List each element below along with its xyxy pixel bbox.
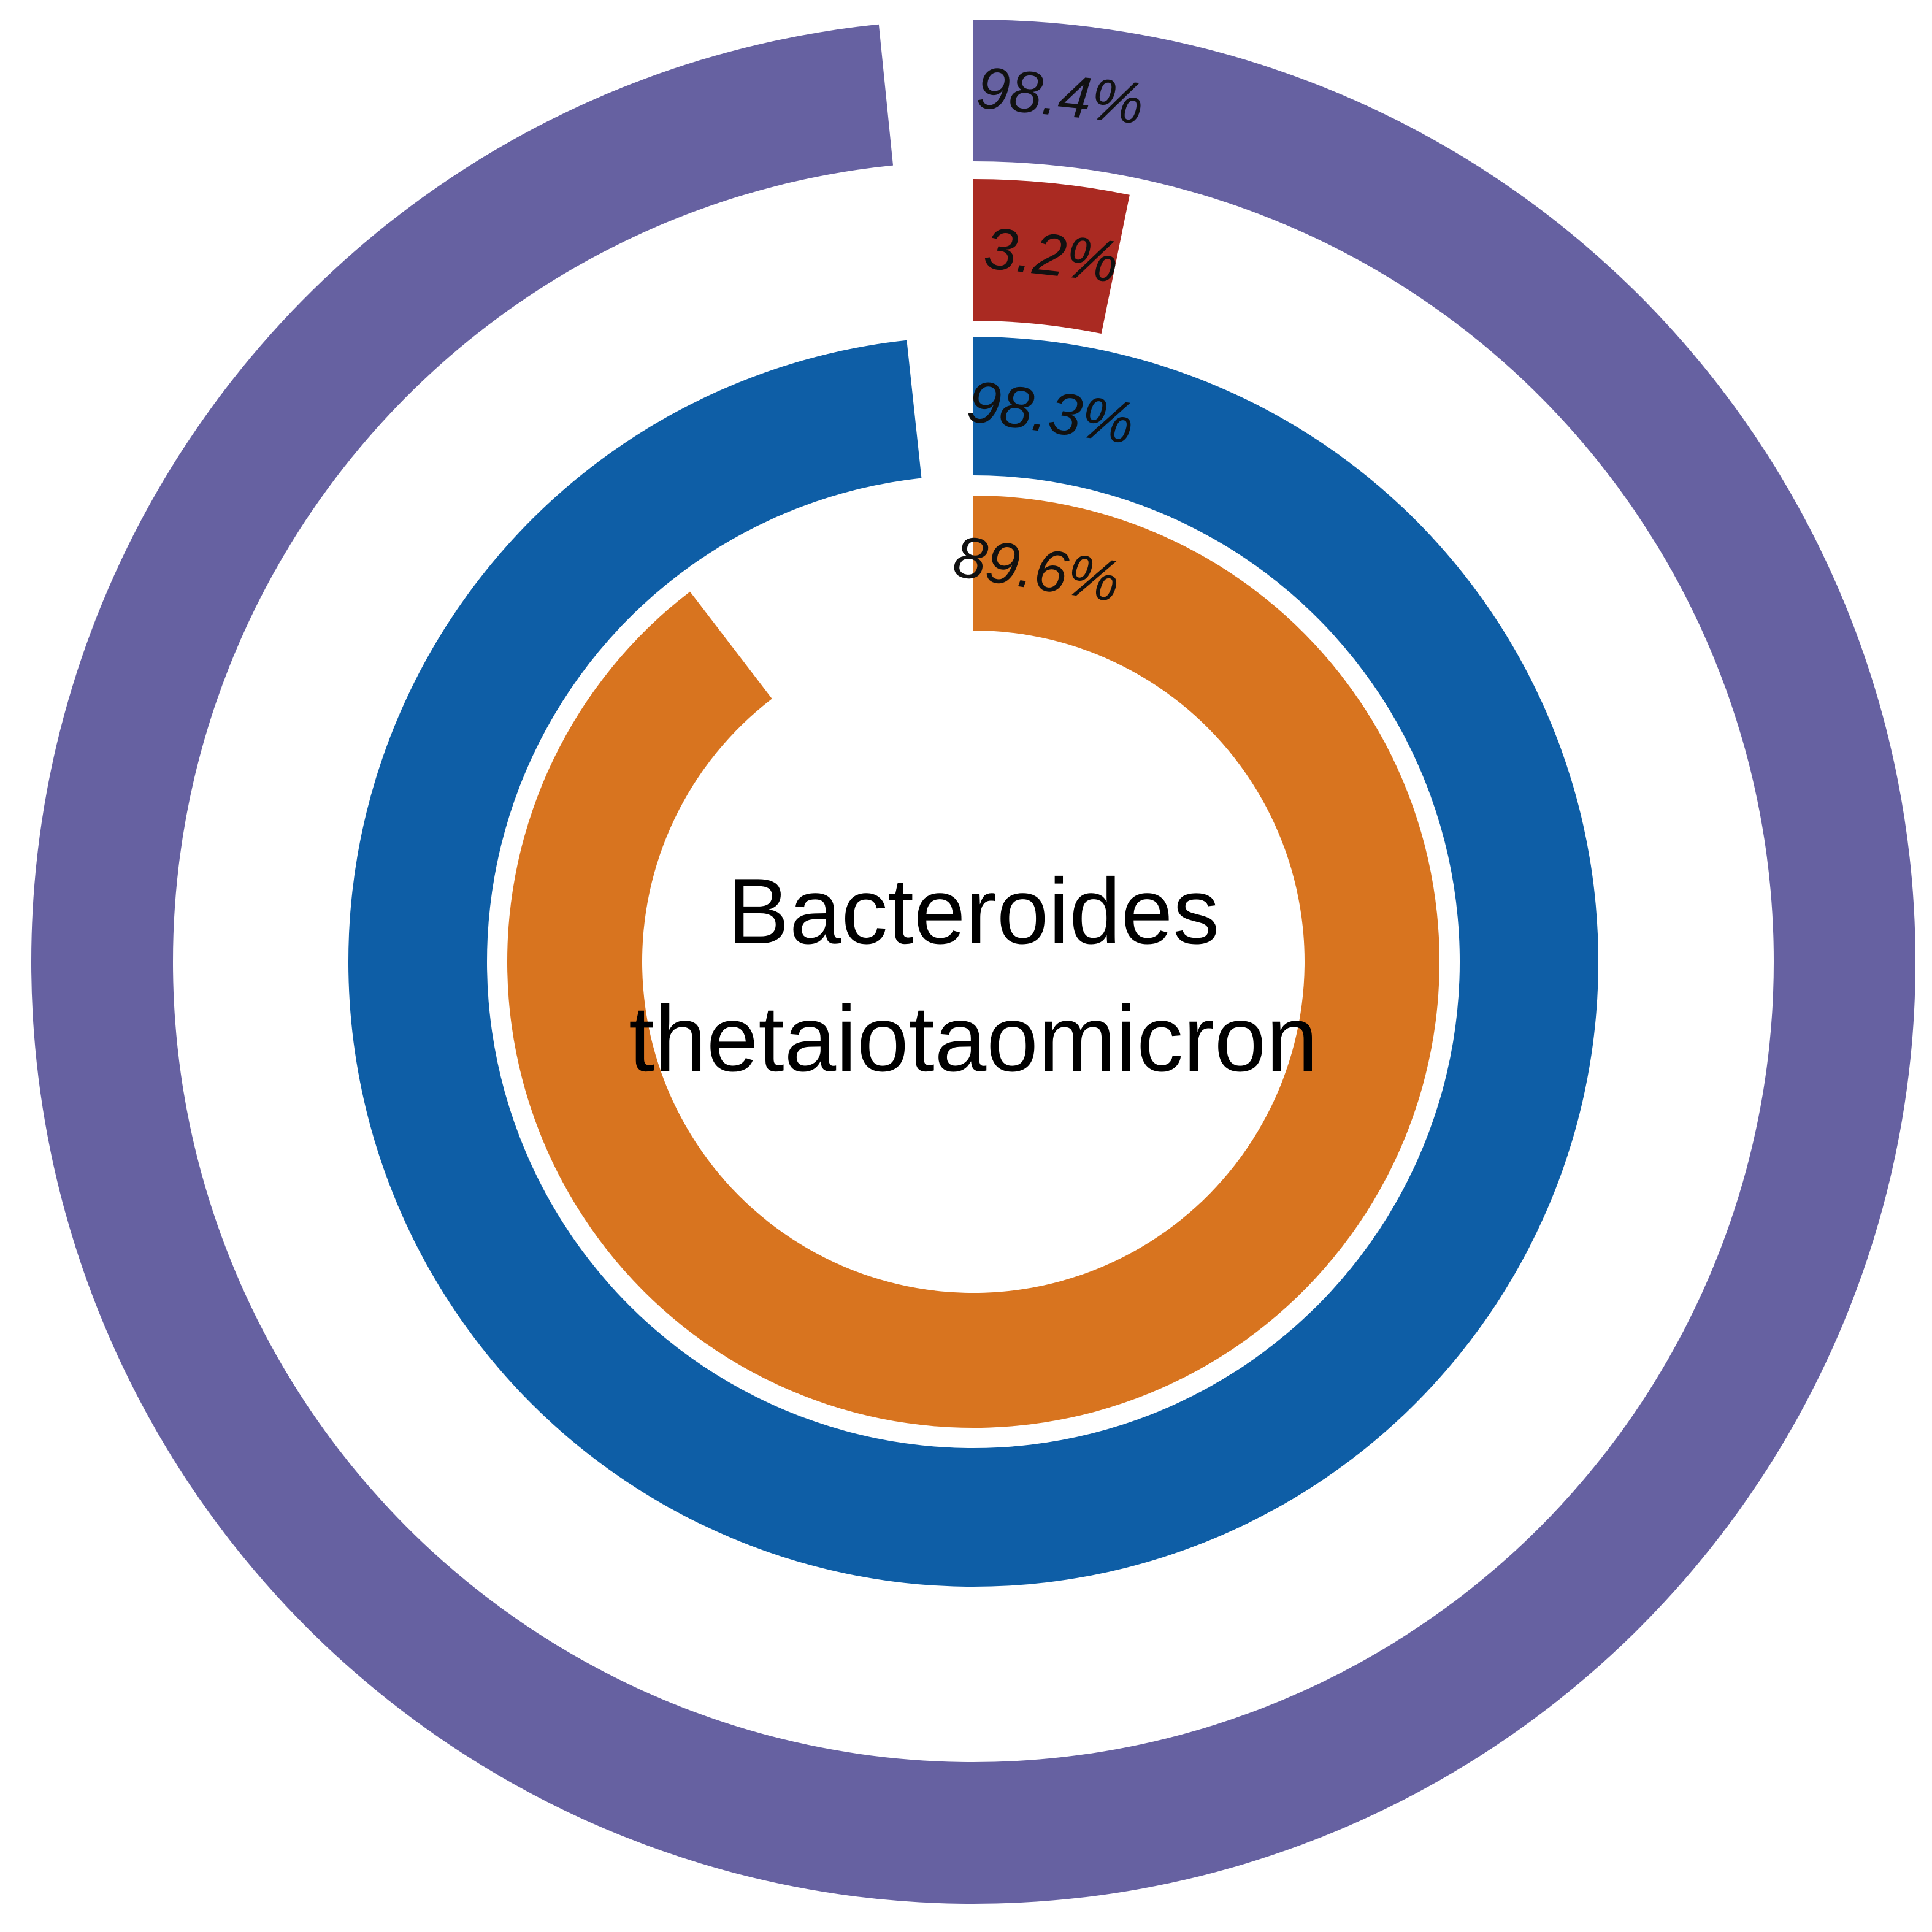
- ring-segment-2: [973, 179, 1130, 334]
- center-label-line-2: thetaiotaomicron: [629, 987, 1318, 1091]
- center-label-group: Bacteroides thetaiotaomicron: [629, 859, 1318, 1091]
- ring-value-label-2: 3.2%: [981, 215, 1122, 295]
- rings-layer: [31, 20, 1915, 1904]
- center-label-line-1: Bacteroides: [727, 859, 1220, 964]
